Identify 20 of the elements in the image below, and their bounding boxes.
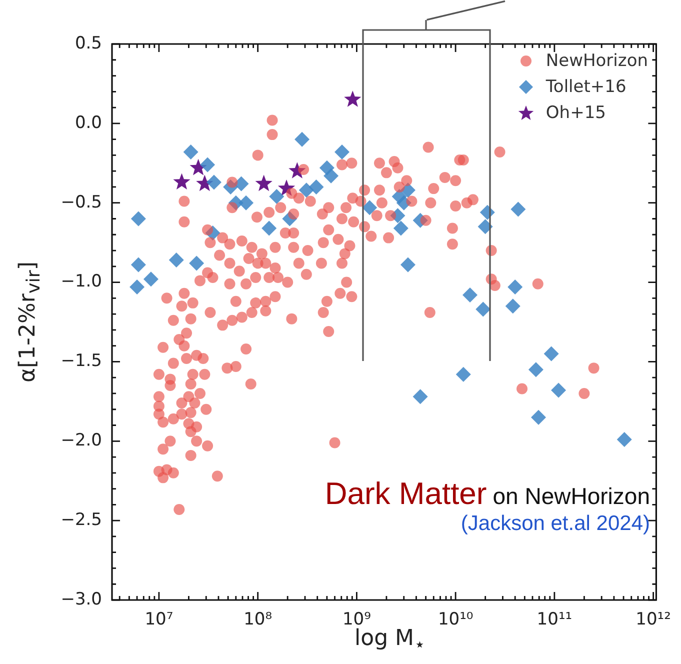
annotation: on NewHorizon (492, 483, 650, 509)
y-tick-label: 0.5 (74, 33, 102, 54)
y-tick-label: −3.0 (60, 589, 102, 610)
y-tick-label: −0.5 (60, 192, 102, 212)
x-tick-label: 10¹⁰ (438, 610, 474, 630)
y-tick-label: −1.5 (60, 351, 102, 372)
annotation: (Jackson et.al 2024) (460, 512, 650, 535)
annotation: Dark Matter (324, 476, 487, 511)
x-tick-label: 10⁷ (144, 610, 174, 630)
legend-label: Oh+15 (546, 103, 606, 123)
y-tick-label: 0.0 (74, 112, 102, 133)
x-axis-title: log M$_{⋆}$ (354, 626, 426, 656)
y-tick-label: −2.5 (60, 510, 102, 530)
legend-label: NewHorizon (546, 51, 648, 71)
x-tick-label: 10⁸ (244, 610, 272, 630)
x-tick-label: 10¹¹ (536, 610, 572, 630)
y-tick-label: −2.0 (60, 430, 102, 451)
y-tick-label: −1.0 (60, 272, 102, 292)
legend-label: Tollet+16 (546, 77, 626, 97)
x-tick-label: 10¹² (636, 610, 671, 630)
